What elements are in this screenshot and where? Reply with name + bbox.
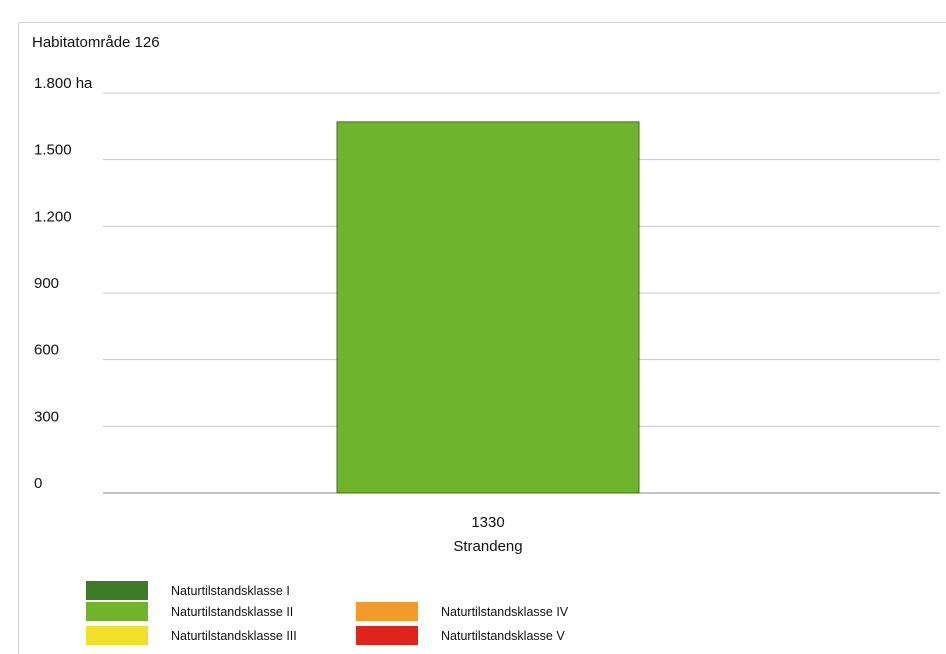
- legend-item-class-4: Naturtilstandsklasse IV: [356, 602, 568, 621]
- legend-swatch-class-1: [86, 581, 148, 600]
- y-tick-label: 900: [34, 275, 59, 292]
- legend-item-class-3: Naturtilstandsklasse III: [86, 626, 297, 645]
- legend-item-class-1: Naturtilstandsklasse I: [86, 581, 290, 600]
- x-tick-code: 1330: [471, 514, 504, 531]
- y-tick-label: 1.200: [34, 208, 72, 225]
- legend-label-class-3: Naturtilstandsklasse III: [171, 628, 297, 643]
- chart-title: Habitatområde 126: [32, 34, 160, 51]
- legend-swatch-class-4: [356, 602, 418, 621]
- y-tick-label: 300: [34, 408, 59, 425]
- bar-1330-series-2: [336, 121, 640, 494]
- y-tick-label: 1.500: [34, 142, 72, 159]
- legend-label-class-1: Naturtilstandsklasse I: [171, 583, 290, 598]
- legend-item-class-2: Naturtilstandsklasse II: [86, 602, 293, 621]
- y-tick-label: 0: [34, 475, 42, 492]
- legend-swatch-class-2: [86, 602, 148, 621]
- legend-swatch-class-5: [356, 626, 418, 645]
- y-tick-label: 1.800 ha: [34, 75, 93, 92]
- x-tick-name: Strandeng: [453, 538, 522, 555]
- legend-label-class-4: Naturtilstandsklasse IV: [441, 604, 569, 619]
- legend-label-class-2: Naturtilstandsklasse II: [171, 604, 294, 619]
- legend-label-class-5: Naturtilstandsklasse V: [441, 628, 565, 643]
- y-tick-label: 600: [34, 342, 59, 359]
- legend-item-class-5: Naturtilstandsklasse V: [356, 626, 565, 645]
- legend-swatch-class-3: [86, 626, 148, 645]
